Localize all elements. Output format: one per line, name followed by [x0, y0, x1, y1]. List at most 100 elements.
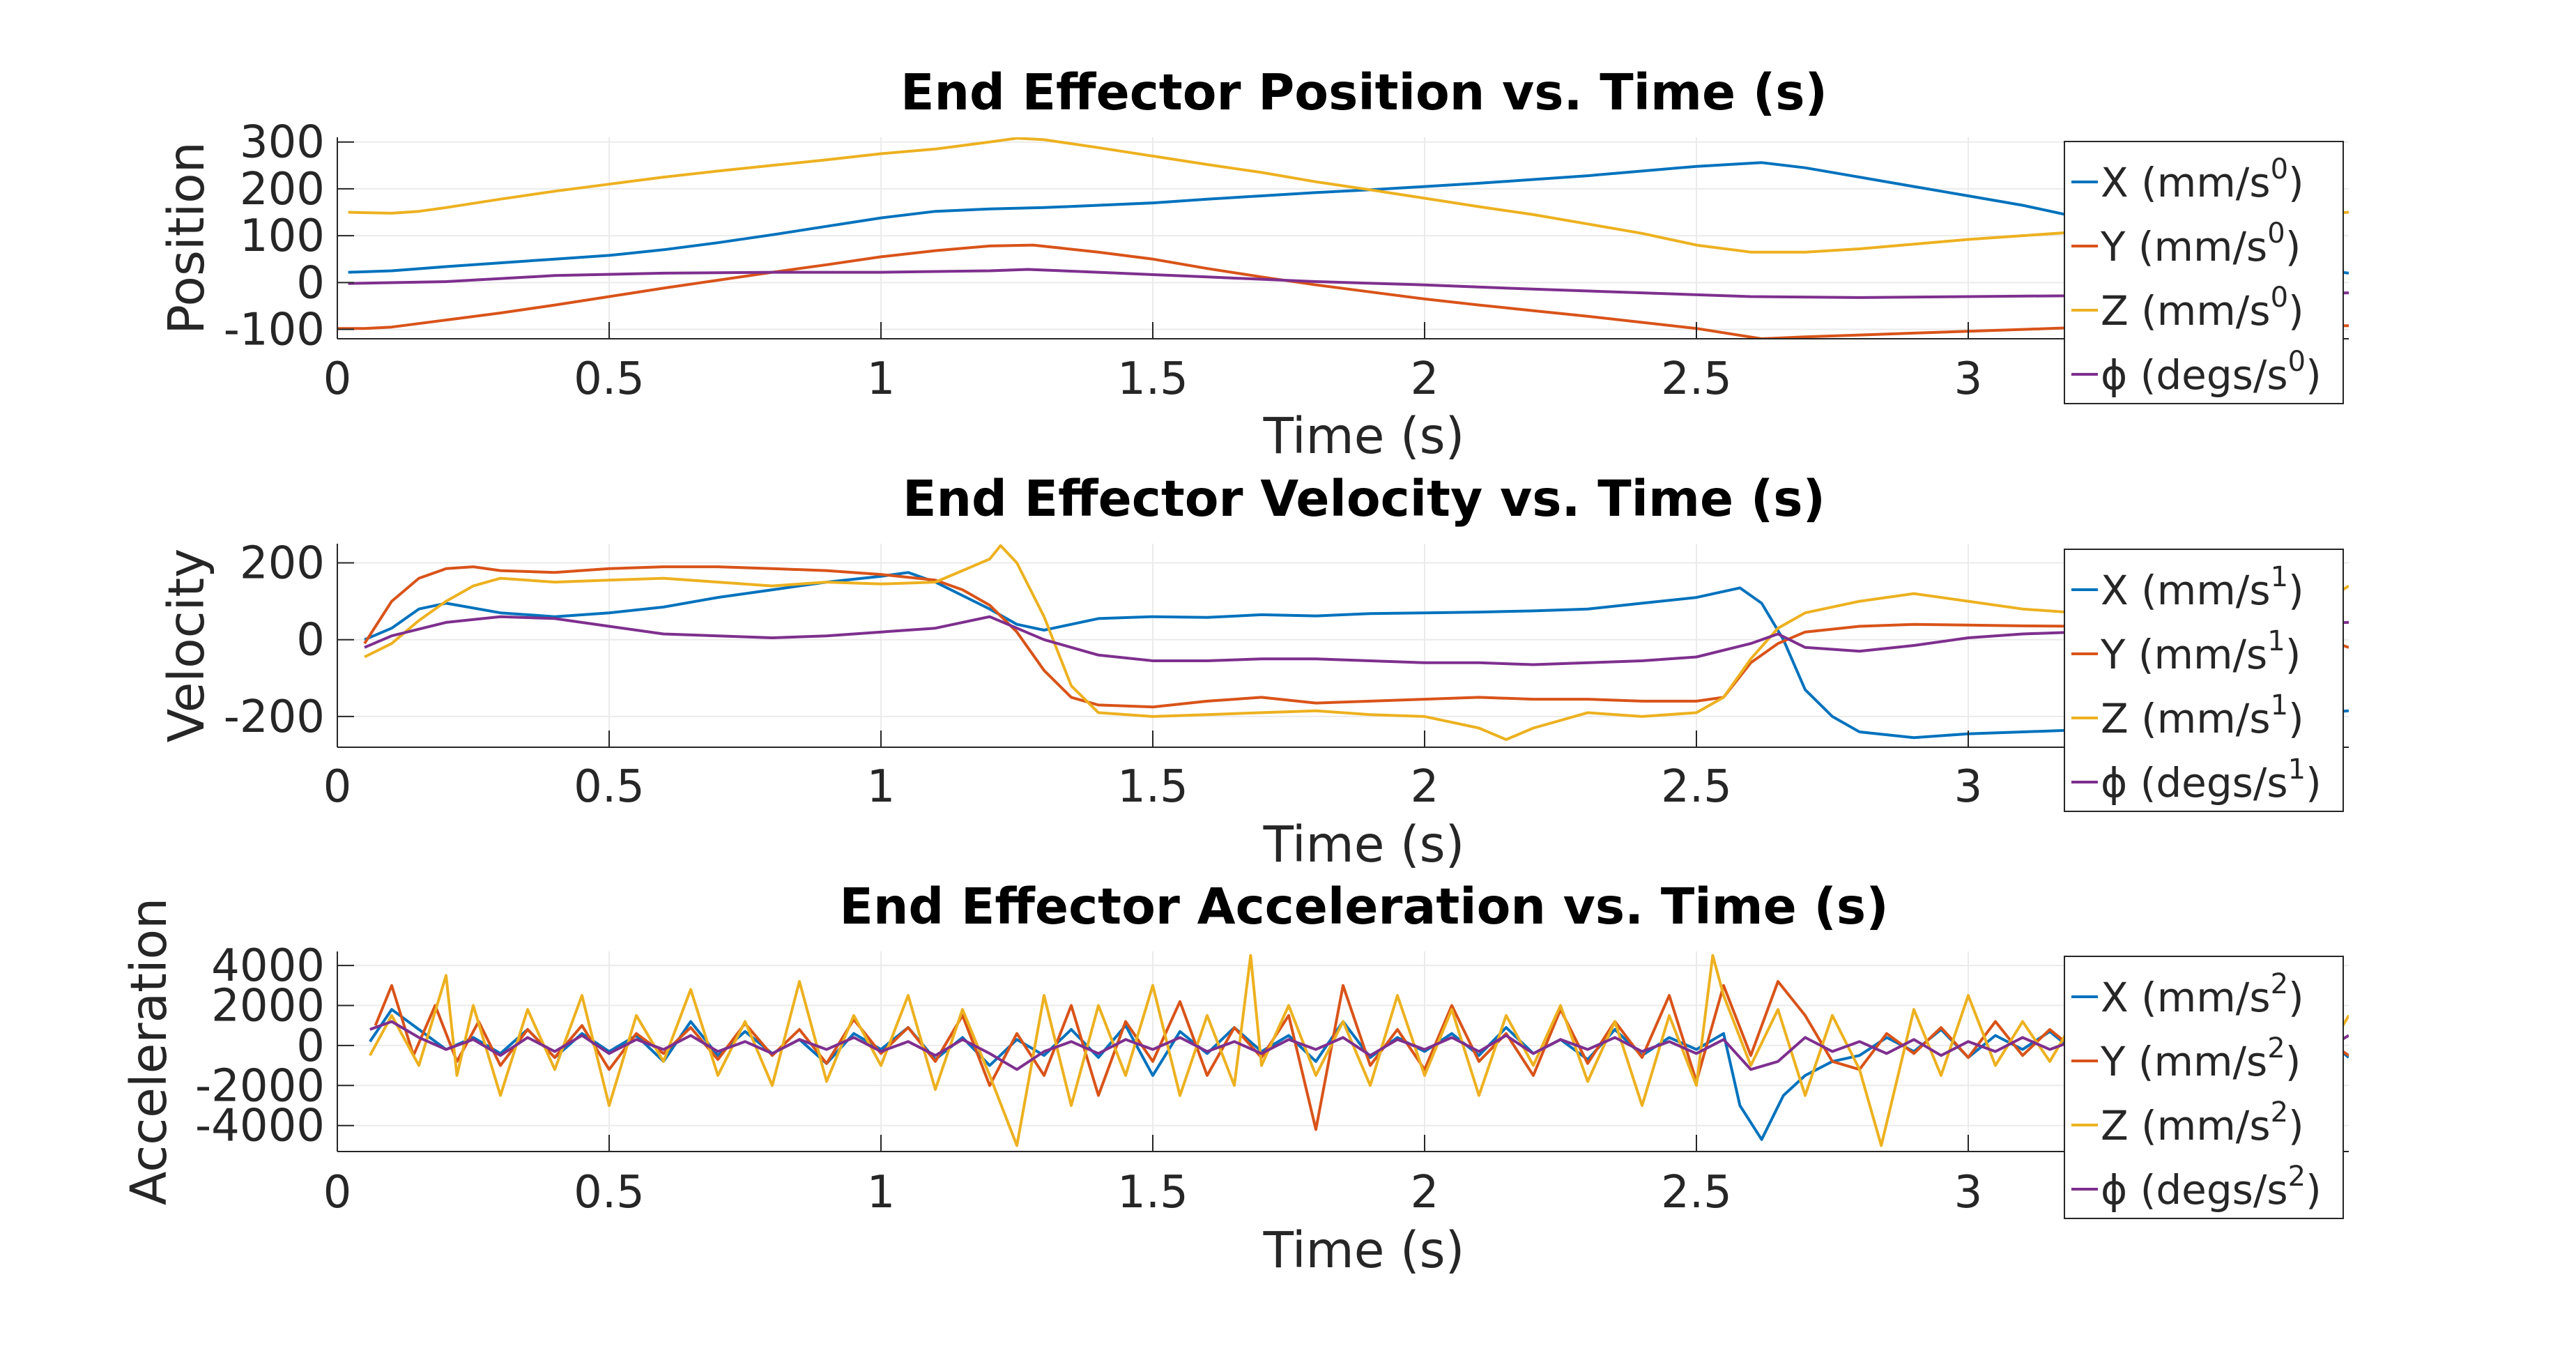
- x-tick-label: 0: [323, 761, 352, 813]
- y-tick-label: 300: [240, 117, 325, 169]
- x-tick-label: 1: [867, 1167, 896, 1218]
- legend-label-close: ): [2306, 759, 2322, 806]
- x-tick-label: 0.5: [574, 761, 645, 813]
- legend-label-close: ): [2288, 974, 2304, 1021]
- x-axis-label: Time (s): [1263, 1221, 1465, 1279]
- legend-label-close: ): [2285, 223, 2301, 270]
- legend-label-base: Z (mm/s: [2101, 287, 2271, 335]
- legend-label-base: X (mm/s: [2101, 974, 2271, 1021]
- legend-label: Z (mm/s2): [2101, 1096, 2304, 1149]
- series-line-y: [337, 243, 2349, 339]
- y-tick-label: 0: [296, 615, 325, 666]
- legend-label-base: ϕ (degs/s: [2101, 1166, 2288, 1214]
- legend-label: ϕ (degs/s1): [2101, 754, 2322, 806]
- series-line-z: [364, 544, 2349, 741]
- x-tick-label: 0.5: [574, 1167, 645, 1218]
- x-tick-label: 1: [867, 761, 896, 813]
- legend-label-exponent: 0: [2288, 346, 2306, 378]
- legend-label-close: ): [2288, 567, 2304, 614]
- legend-label-base: Z (mm/s: [2101, 1102, 2271, 1149]
- x-axis-label: Time (s): [1263, 816, 1465, 873]
- x-tick-label: 2.5: [1661, 761, 1732, 813]
- x-tick-label: 3: [1954, 761, 1983, 813]
- legend: X (mm/s1)Y (mm/s1)Z (mm/s1)ϕ (degs/s1): [2064, 549, 2344, 812]
- x-tick-label: 1.5: [1117, 353, 1188, 405]
- legend-label-exponent: 2: [2271, 1096, 2288, 1129]
- series-line-z: [348, 137, 2349, 254]
- legend-label: ϕ (degs/s0): [2101, 346, 2322, 399]
- series-line-phi: [348, 268, 2349, 299]
- legend-label-base: Y (mm/s: [2100, 1038, 2267, 1085]
- y-tick-label: 0: [296, 1020, 325, 1072]
- legend-label-exponent: 1: [2271, 689, 2288, 721]
- series-line-x: [364, 571, 2349, 740]
- x-axis-label: Time (s): [1263, 407, 1465, 465]
- series-line-phi: [364, 615, 2349, 666]
- legend-label: Y (mm/s1): [2100, 625, 2301, 678]
- legend-label: ϕ (degs/s2): [2101, 1161, 2322, 1214]
- legend-label-base: X (mm/s: [2101, 567, 2271, 614]
- y-tick-label: -2000: [195, 1060, 325, 1112]
- x-tick-label: 0: [323, 353, 352, 405]
- plot-area: [337, 951, 2349, 1152]
- legend-label-close: ): [2288, 159, 2304, 206]
- x-tick-label: 1: [867, 353, 896, 405]
- chart-title: End Effector Position vs. Time (s): [900, 63, 1827, 121]
- legend-label-close: ): [2285, 1038, 2301, 1085]
- series-group: [363, 544, 2349, 741]
- legend-box: [2064, 956, 2344, 1219]
- x-tick-label: 2: [1411, 353, 1439, 405]
- chart-title: End Effector Velocity vs. Time (s): [903, 470, 1825, 528]
- series-line-x: [348, 161, 2349, 275]
- series-group: [369, 954, 2349, 1147]
- legend-label-exponent: 1: [2271, 561, 2288, 593]
- legend-label-exponent: 2: [2271, 968, 2288, 1000]
- x-tick-label: 2.5: [1661, 353, 1732, 405]
- series-line-phi: [369, 1020, 2349, 1071]
- x-tick-label: 1.5: [1117, 1167, 1188, 1218]
- legend-label: Y (mm/s2): [2100, 1032, 2301, 1085]
- legend-label-close: ): [2306, 1166, 2322, 1214]
- legend-box: [2064, 141, 2344, 404]
- legend-label-close: ): [2285, 631, 2301, 678]
- legend-label-exponent: 2: [2288, 1161, 2306, 1193]
- x-tick-label: 0: [323, 1167, 352, 1218]
- legend-label: X (mm/s2): [2101, 968, 2304, 1021]
- x-tick-label: 3: [1954, 353, 1983, 405]
- legend-label-exponent: 1: [2267, 625, 2285, 657]
- y-axis-label: Position: [158, 142, 215, 334]
- legend-label: X (mm/s1): [2101, 561, 2304, 614]
- legend-box: [2064, 549, 2344, 812]
- legend-label-base: Y (mm/s: [2100, 631, 2267, 678]
- y-tick-label: -100: [224, 305, 325, 356]
- legend-label-base: Z (mm/s: [2101, 695, 2271, 742]
- y-tick-label: 100: [240, 211, 325, 262]
- y-axis-label: Acceleration: [120, 898, 178, 1205]
- x-tick-label: 0.5: [574, 353, 645, 405]
- series-line-y: [363, 565, 2349, 709]
- legend-label-close: ): [2288, 695, 2304, 742]
- series-line-z: [369, 954, 2349, 1147]
- y-tick-label: 200: [240, 538, 325, 590]
- legend: X (mm/s2)Y (mm/s2)Z (mm/s2)ϕ (degs/s2): [2064, 956, 2344, 1219]
- y-tick-label: 2000: [211, 980, 325, 1032]
- x-tick-label: 1.5: [1117, 761, 1188, 813]
- legend-label-close: ): [2306, 351, 2322, 399]
- legend-label-exponent: 0: [2271, 282, 2288, 314]
- x-tick-label: 2.5: [1661, 1167, 1732, 1218]
- y-tick-label: -200: [224, 691, 325, 743]
- y-tick-label: -4000: [195, 1101, 325, 1152]
- legend-label-exponent: 0: [2267, 217, 2285, 250]
- legend-label-exponent: 2: [2267, 1032, 2285, 1064]
- legend-label-base: X (mm/s: [2101, 159, 2271, 206]
- legend-label: X (mm/s0): [2101, 153, 2304, 206]
- subplot-2: 0 0.5 1 1.5 2 2.5 3 -200 0 200 End Effector Veloci…: [158, 470, 2349, 873]
- series-group: [337, 137, 2349, 339]
- y-axis-label: Velocity: [158, 549, 215, 743]
- legend-label-base: ϕ (degs/s: [2101, 759, 2288, 806]
- legend-label-base: Y (mm/s: [2100, 223, 2267, 270]
- plot-area: [337, 137, 2349, 339]
